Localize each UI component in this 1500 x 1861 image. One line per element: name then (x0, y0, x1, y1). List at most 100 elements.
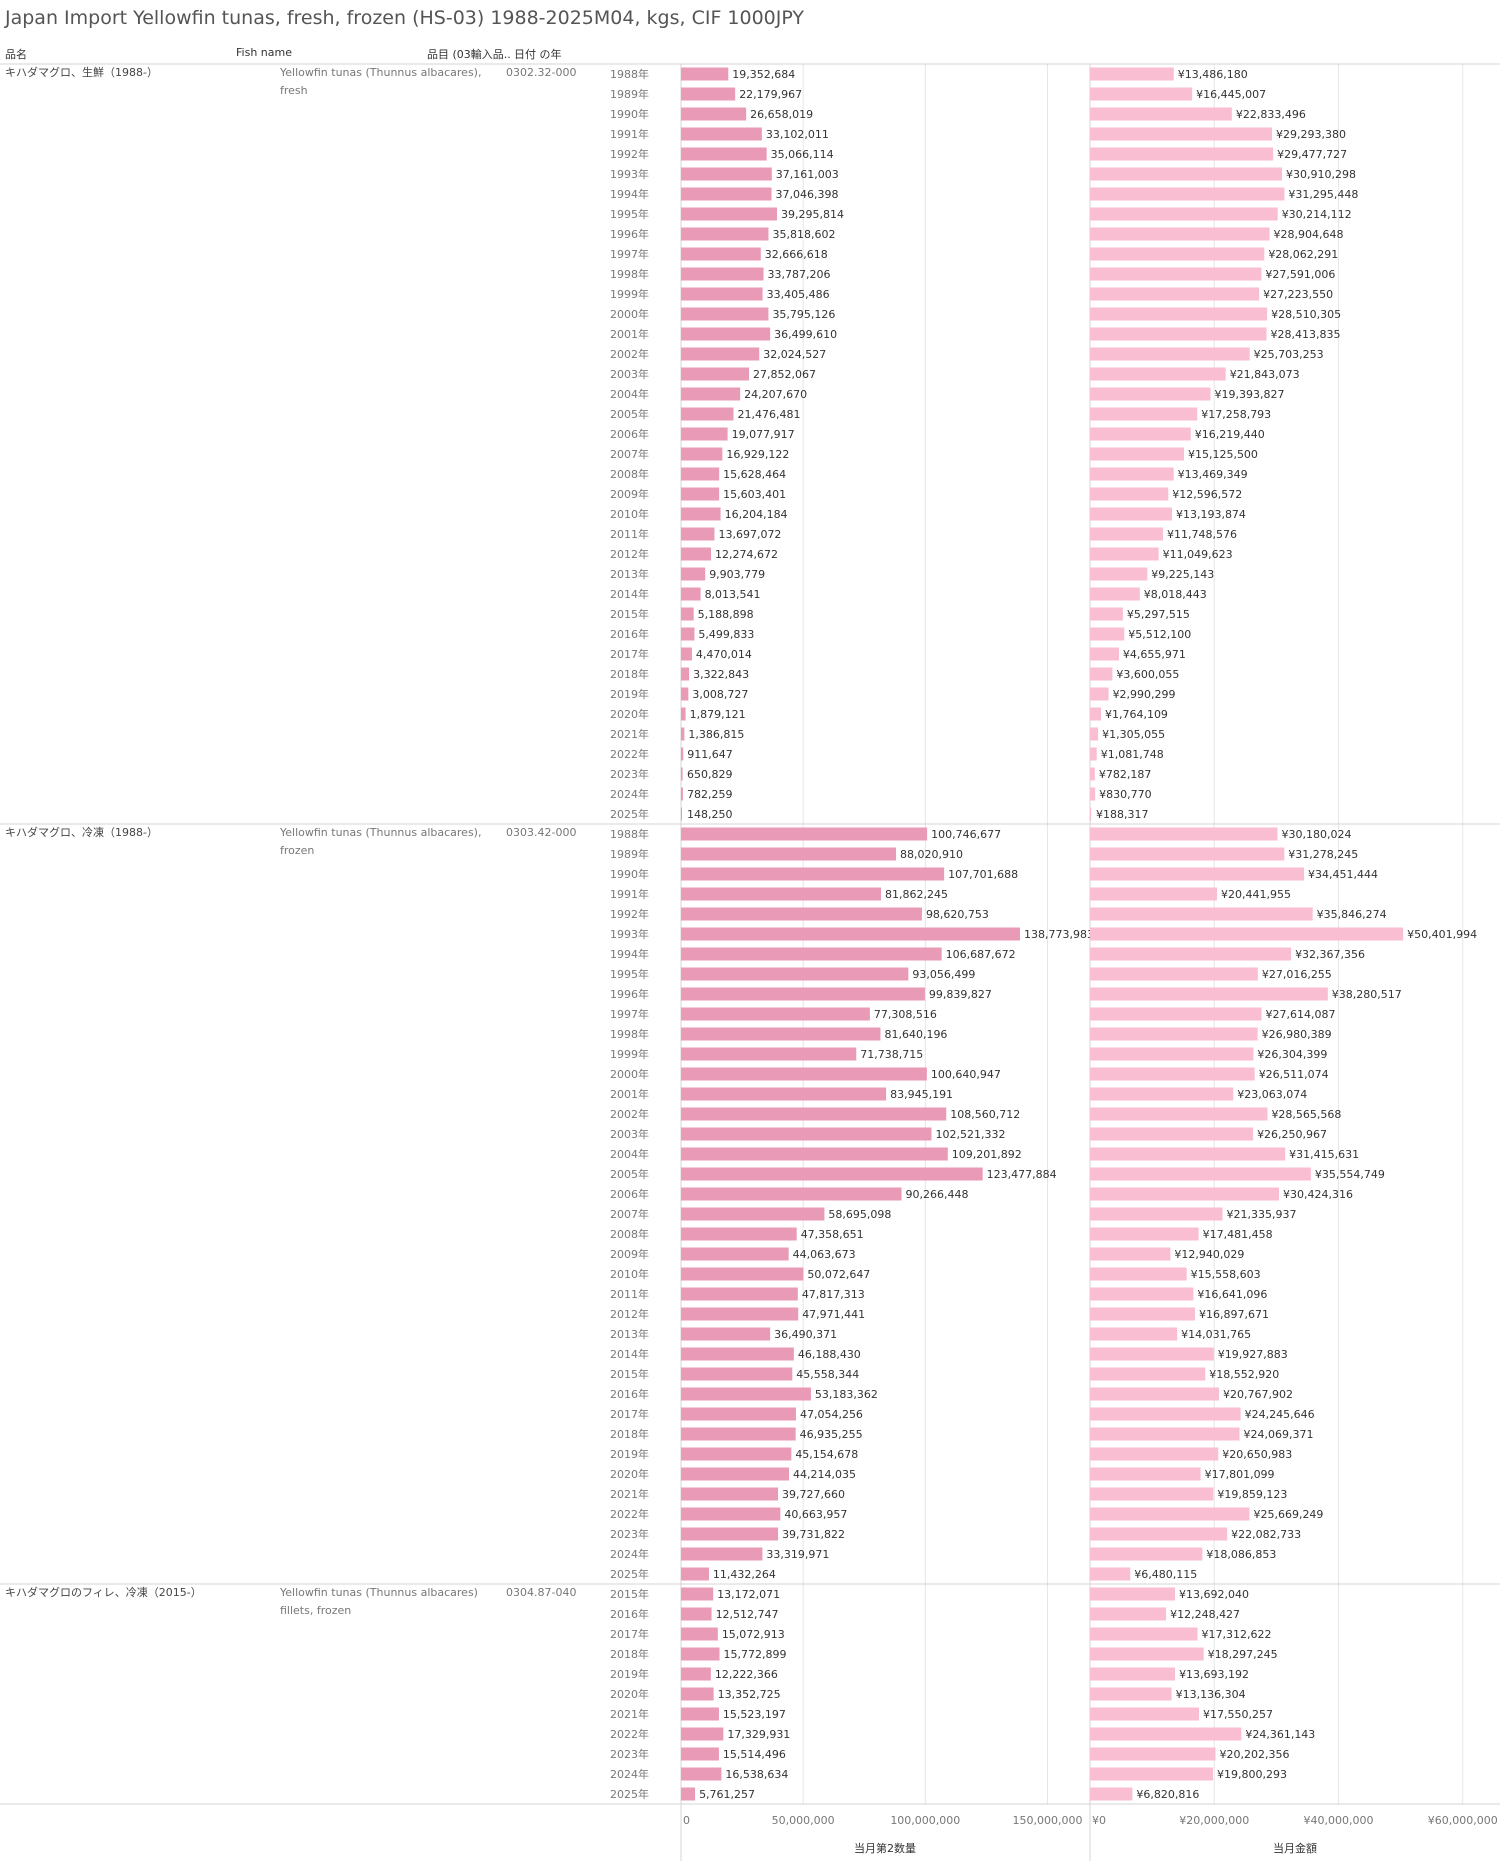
quantity-bar (681, 607, 694, 621)
value-label: ¥4,655,971 (1123, 648, 1186, 661)
quantity-label: 19,077,917 (732, 428, 795, 441)
quantity-label: 35,066,114 (771, 148, 834, 161)
quantity-bar (681, 87, 736, 101)
year-label: 1995年 (610, 207, 649, 221)
value-bar (1090, 867, 1305, 881)
quantity-bar (681, 167, 772, 181)
quantity-label: 45,154,678 (795, 1448, 858, 1461)
x-tick-label: 100,000,000 (890, 1814, 960, 1827)
quantity-label: 13,352,725 (718, 1688, 781, 1701)
quantity-bar (681, 227, 769, 241)
value-label: ¥21,335,937 (1227, 1208, 1297, 1221)
value-label: ¥30,910,298 (1286, 168, 1356, 181)
value-label: ¥34,451,444 (1308, 868, 1378, 881)
year-label: 2016年 (610, 1387, 649, 1401)
value-bar (1090, 647, 1119, 661)
value-bar (1090, 1307, 1195, 1321)
value-label: ¥29,477,727 (1277, 148, 1347, 161)
value-bar (1090, 527, 1163, 541)
year-label: 1995年 (610, 967, 649, 981)
quantity-bar (681, 147, 767, 161)
quantity-bar (681, 1647, 720, 1661)
value-label: ¥12,248,427 (1170, 1608, 1240, 1621)
value-label: ¥18,086,853 (1206, 1548, 1276, 1561)
quantity-label: 12,222,366 (715, 1668, 778, 1681)
fish-name: Yellowfin tunas (Thunnus albacares) (279, 1586, 478, 1599)
quantity-label: 106,687,672 (946, 948, 1016, 961)
value-bar (1090, 247, 1265, 261)
value-label: ¥29,293,380 (1276, 128, 1346, 141)
quantity-label: 24,207,670 (744, 388, 807, 401)
value-bar (1090, 1667, 1176, 1681)
value-label: ¥28,413,835 (1271, 328, 1341, 341)
fish-name: frozen (280, 844, 314, 857)
column-header-name-jp[interactable]: 品名 (5, 48, 27, 61)
quantity-label: 15,772,899 (724, 1648, 787, 1661)
value-bar (1090, 1627, 1198, 1641)
quantity-bar (681, 427, 728, 441)
quantity-bar (681, 667, 690, 681)
quantity-bar (681, 1447, 792, 1461)
quantity-bar (681, 347, 760, 361)
value-label: ¥18,552,920 (1209, 1368, 1279, 1381)
year-label: 1992年 (610, 907, 649, 921)
year-label: 2014年 (610, 1347, 649, 1361)
value-bar (1090, 487, 1169, 501)
value-label: ¥30,424,316 (1283, 1188, 1353, 1201)
quantity-bar (681, 1707, 719, 1721)
year-label: 2007年 (610, 447, 649, 461)
quantity-bar (681, 1007, 870, 1021)
year-label: 1999年 (610, 287, 649, 301)
year-label: 2021年 (610, 727, 649, 741)
year-label: 2025年 (610, 1567, 649, 1581)
year-label: 1988年 (610, 67, 649, 81)
value-label: ¥2,990,299 (1113, 688, 1176, 701)
product-name-jp: キハダマグロ、生鮮（1988-） (5, 65, 158, 79)
quantity-label: 4,470,014 (696, 648, 752, 661)
quantity-bar (681, 727, 685, 741)
value-bar (1090, 1767, 1214, 1781)
quantity-bar (681, 867, 945, 881)
year-label: 1994年 (610, 947, 649, 961)
value-label: ¥16,445,007 (1196, 88, 1266, 101)
value-label: ¥12,940,029 (1174, 1248, 1244, 1261)
value-bar (1090, 687, 1109, 701)
quantity-label: 98,620,753 (926, 908, 989, 921)
column-header-fish-name[interactable]: Fish name (236, 46, 292, 59)
value-label: ¥1,764,109 (1105, 708, 1168, 721)
quantity-bar (681, 1127, 932, 1141)
quantity-bar (681, 307, 769, 321)
value-label: ¥16,897,671 (1199, 1308, 1269, 1321)
quantity-label: 53,183,362 (815, 1388, 878, 1401)
value-label: ¥35,846,274 (1317, 908, 1387, 921)
value-bar (1090, 727, 1099, 741)
value-bar (1090, 427, 1191, 441)
column-header-year[interactable]: 日付 の年 (514, 48, 562, 61)
quantity-bar (681, 407, 734, 421)
year-label: 2009年 (610, 487, 649, 501)
year-label: 2012年 (610, 1307, 649, 1321)
value-bar (1090, 1587, 1176, 1601)
value-label: ¥6,480,115 (1134, 1568, 1197, 1581)
quantity-bar (681, 927, 1021, 941)
value-label: ¥28,510,305 (1271, 308, 1341, 321)
value-label: ¥19,800,293 (1217, 1768, 1287, 1781)
value-label: ¥27,614,087 (1266, 1008, 1336, 1021)
quantity-bar (681, 1527, 779, 1541)
year-label: 1996年 (610, 987, 649, 1001)
value-label: ¥28,565,568 (1271, 1108, 1341, 1121)
column-header-hs-code[interactable]: 品目 (03輸入品.. (427, 48, 511, 61)
quantity-label: 15,603,401 (723, 488, 786, 501)
value-label: ¥26,250,967 (1257, 1128, 1327, 1141)
quantity-label: 32,024,527 (763, 348, 826, 361)
year-label: 2010年 (610, 1267, 649, 1281)
quantity-bar (681, 1107, 947, 1121)
value-bar (1090, 1267, 1187, 1281)
quantity-bar (681, 247, 761, 261)
year-label: 2010年 (610, 507, 649, 521)
quantity-bar (681, 1487, 779, 1501)
year-label: 1991年 (610, 887, 649, 901)
value-bar (1090, 227, 1270, 241)
year-label: 2006年 (610, 1187, 649, 1201)
value-bar (1090, 1347, 1214, 1361)
